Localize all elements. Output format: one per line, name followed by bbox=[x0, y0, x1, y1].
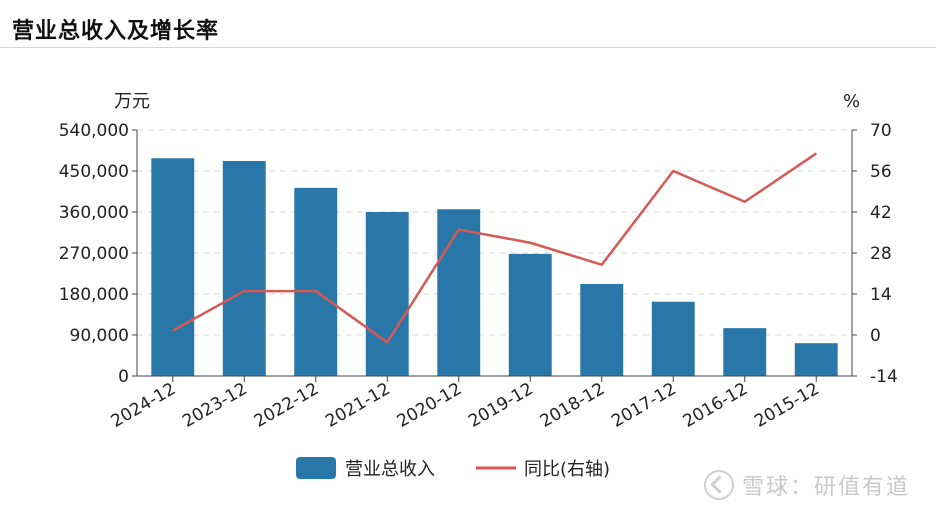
left-tick-label: 540,000 bbox=[59, 121, 129, 141]
right-axis-unit: % bbox=[843, 91, 860, 112]
x-tick-label: 2022-12 bbox=[251, 379, 323, 432]
legend-bar-swatch bbox=[296, 457, 336, 479]
legend-line-label: 同比(右轴) bbox=[524, 459, 610, 480]
x-tick-label: 2021-12 bbox=[322, 379, 394, 432]
bar-revenue bbox=[294, 187, 338, 376]
left-axis-unit: 万元 bbox=[114, 91, 150, 112]
bar-revenue bbox=[151, 158, 195, 376]
bar-revenue bbox=[651, 301, 695, 376]
left-tick-label: 180,000 bbox=[59, 285, 129, 305]
x-tick-label: 2017-12 bbox=[608, 379, 680, 432]
right-tick-label: 0 bbox=[870, 326, 881, 346]
left-tick-label: 270,000 bbox=[59, 244, 129, 264]
watermark: 雪球：研值有道 bbox=[703, 469, 910, 501]
bar-revenue bbox=[794, 343, 838, 376]
right-tick-label: 70 bbox=[870, 121, 892, 141]
x-tick-label: 2020-12 bbox=[394, 379, 466, 432]
watermark-text: 雪球：研值有道 bbox=[741, 475, 910, 500]
x-tick-label: 2023-12 bbox=[179, 379, 251, 432]
bar-revenue bbox=[222, 160, 266, 376]
bar-revenue bbox=[365, 212, 409, 376]
x-tick-label: 2016-12 bbox=[680, 379, 752, 432]
x-tick-label: 2018-12 bbox=[537, 379, 609, 432]
bar-revenue bbox=[508, 253, 552, 376]
right-tick-label: 14 bbox=[870, 285, 892, 305]
legend-bar-label: 营业总收入 bbox=[345, 459, 435, 480]
right-tick-label: 28 bbox=[870, 244, 892, 264]
left-tick-label: 450,000 bbox=[59, 162, 129, 182]
right-tick-label: 56 bbox=[870, 162, 892, 182]
left-tick-label: 90,000 bbox=[70, 326, 129, 346]
line-yoy bbox=[172, 152, 817, 344]
page-title: 营业总收入及增长率 bbox=[12, 19, 220, 44]
bar-revenue bbox=[723, 328, 767, 376]
snowball-logo-icon bbox=[703, 470, 734, 500]
right-tick-label: -14 bbox=[870, 367, 898, 387]
left-tick-label: 360,000 bbox=[59, 203, 129, 223]
title-bar: 营业总收入及增长率 bbox=[0, 0, 936, 48]
bar-revenue bbox=[580, 283, 624, 376]
x-tick-label: 2015-12 bbox=[751, 379, 823, 432]
right-tick-label: 42 bbox=[870, 203, 892, 223]
bar-revenue bbox=[437, 209, 481, 376]
left-tick-label: 0 bbox=[118, 367, 129, 387]
x-tick-label: 2019-12 bbox=[465, 379, 537, 432]
